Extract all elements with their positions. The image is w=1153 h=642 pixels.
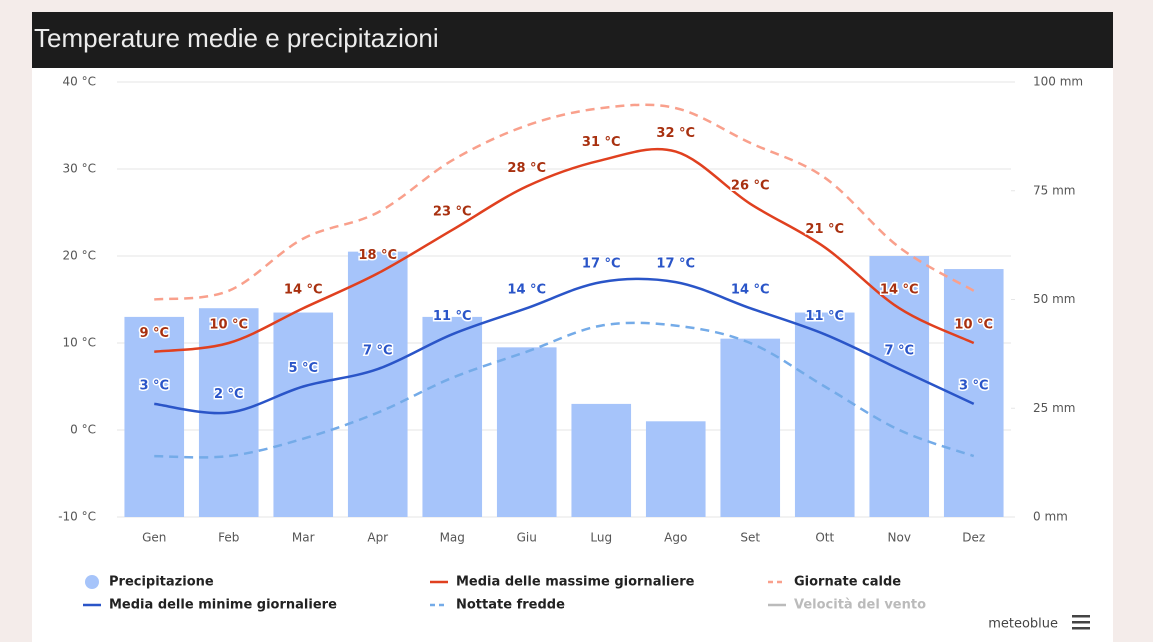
line bbox=[154, 147, 975, 353]
bar bbox=[571, 403, 632, 517]
data-label: 10 °C bbox=[209, 318, 248, 333]
data-label: 11 °C bbox=[433, 309, 472, 324]
x-tick-label: Mag bbox=[440, 531, 465, 545]
legend-label: Precipitazione bbox=[109, 575, 214, 590]
y2-tick-label: 50 mm bbox=[1033, 292, 1075, 306]
y-tick-label: 40 °C bbox=[63, 75, 96, 89]
data-label: 7 °C bbox=[884, 344, 914, 359]
data-label: 14 °C bbox=[284, 283, 323, 298]
x-tick-label: Gen bbox=[142, 531, 166, 545]
title-bar bbox=[32, 12, 1113, 68]
legend-label: Media delle massime giornaliere bbox=[456, 575, 695, 590]
data-label: 28 °C bbox=[507, 161, 546, 176]
data-label: 11 °C bbox=[805, 309, 844, 324]
data-label: 23 °C bbox=[433, 204, 472, 219]
data-label: 5 °C bbox=[288, 361, 318, 376]
data-label: 14 °C bbox=[880, 283, 919, 298]
data-label: 32 °C bbox=[656, 126, 695, 141]
x-tick-label: Apr bbox=[367, 531, 388, 545]
legend-label: Giornate calde bbox=[794, 575, 901, 590]
data-label: 14 °C bbox=[731, 283, 770, 298]
x-tick-label: Mar bbox=[292, 531, 315, 545]
legend-label: Media delle minime giornaliere bbox=[109, 598, 337, 613]
bar bbox=[943, 269, 1004, 517]
y2-tick-label: 100 mm bbox=[1033, 75, 1083, 89]
line bbox=[154, 321, 975, 459]
bar bbox=[273, 312, 334, 517]
data-label: 31 °C bbox=[582, 135, 621, 150]
chart-title: Temperature medie e precipitazioni bbox=[34, 23, 439, 53]
x-tick-label: Nov bbox=[888, 531, 911, 545]
line bbox=[154, 103, 975, 301]
data-label: 2 °C bbox=[214, 387, 244, 402]
x-tick-label: Feb bbox=[218, 531, 239, 545]
data-label: 3 °C bbox=[139, 378, 169, 393]
data-label: 10 °C bbox=[954, 318, 993, 333]
source: meteoblue bbox=[988, 617, 1058, 632]
bar bbox=[794, 312, 855, 517]
y-tick-label: 20 °C bbox=[63, 249, 96, 263]
y-tick-label: 10 °C bbox=[63, 336, 96, 350]
bar bbox=[720, 338, 781, 517]
data-label: 21 °C bbox=[805, 222, 844, 237]
data-label: 9 °C bbox=[139, 326, 169, 341]
bar bbox=[124, 316, 185, 517]
legend-label: Velocità del vento bbox=[794, 598, 926, 613]
x-tick-label: Ott bbox=[815, 531, 834, 545]
data-label: 17 °C bbox=[656, 257, 695, 272]
bar bbox=[869, 256, 930, 517]
bar bbox=[496, 347, 557, 517]
x-tick-label: Set bbox=[740, 531, 760, 545]
legend-symbol bbox=[85, 575, 99, 589]
data-label: 17 °C bbox=[582, 257, 621, 272]
y-tick-label: 0 °C bbox=[70, 423, 96, 437]
data-label: 26 °C bbox=[731, 178, 770, 193]
bar bbox=[645, 421, 706, 517]
x-tick-label: Dez bbox=[962, 531, 985, 545]
data-label: 3 °C bbox=[959, 378, 989, 393]
bar bbox=[347, 251, 408, 517]
bar bbox=[422, 316, 483, 517]
y2-tick-label: 75 mm bbox=[1033, 183, 1075, 197]
x-tick-label: Ago bbox=[664, 531, 687, 545]
data-label: 18 °C bbox=[358, 248, 397, 263]
y2-tick-label: 0 mm bbox=[1033, 510, 1068, 524]
menu-icon[interactable] bbox=[1072, 615, 1090, 630]
y-tick-label: 30 °C bbox=[63, 162, 96, 176]
data-label: 14 °C bbox=[507, 283, 546, 298]
x-tick-label: Giu bbox=[517, 531, 537, 545]
line bbox=[154, 277, 975, 415]
legend-label: Nottate fredde bbox=[456, 598, 565, 613]
y2-tick-label: 25 mm bbox=[1033, 401, 1075, 415]
y-tick-label: -10 °C bbox=[58, 510, 96, 524]
x-tick-label: Lug bbox=[590, 531, 612, 545]
data-label: 7 °C bbox=[363, 344, 393, 359]
